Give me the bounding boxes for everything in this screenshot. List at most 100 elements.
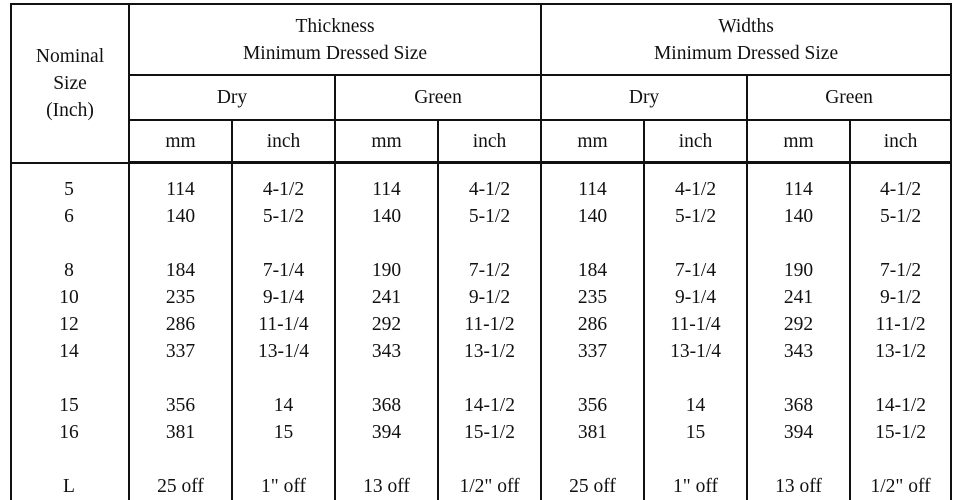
size-cell: 11-1/2: [438, 311, 541, 338]
nominal-size-header-line-2: Size: [12, 70, 128, 97]
size-cell: 14: [644, 365, 747, 419]
size-cell: 140: [541, 203, 644, 230]
nominal-size-cell: 10: [11, 284, 129, 311]
size-cell: 1" off: [644, 446, 747, 500]
widths-dry-header: Dry: [541, 75, 747, 120]
size-cell: 5-1/2: [438, 203, 541, 230]
widths-header-title: Widths: [542, 13, 950, 40]
unit-header-inch: inch: [232, 120, 335, 163]
unit-header-inch: inch: [644, 120, 747, 163]
nominal-size-cell: 6: [11, 203, 129, 230]
unit-header-mm: mm: [747, 120, 850, 163]
size-cell: 114: [129, 163, 232, 204]
widths-header: Widths Minimum Dressed Size: [541, 4, 951, 75]
size-cell: 1/2" off: [438, 446, 541, 500]
size-cell: 4-1/2: [850, 163, 951, 204]
size-cell: 13-1/2: [850, 338, 951, 365]
size-cell: 114: [335, 163, 438, 204]
unit-header-mm: mm: [335, 120, 438, 163]
unit-header-inch: inch: [438, 120, 541, 163]
size-cell: 241: [747, 284, 850, 311]
size-cell: 13-1/4: [232, 338, 335, 365]
size-cell: 7-1/2: [438, 230, 541, 284]
nominal-size-cell: L: [11, 446, 129, 500]
nominal-size-cell: 16: [11, 419, 129, 446]
size-cell: 4-1/2: [644, 163, 747, 204]
size-cell: 15: [644, 419, 747, 446]
size-cell: 13-1/4: [644, 338, 747, 365]
size-cell: 7-1/2: [850, 230, 951, 284]
thickness-header-title: Thickness: [130, 13, 540, 40]
size-cell: 140: [747, 203, 850, 230]
unit-header-mm: mm: [129, 120, 232, 163]
size-cell: 140: [129, 203, 232, 230]
size-cell: 235: [541, 284, 644, 311]
page: { "header": { "nominal": ["Nominal", "Si…: [0, 0, 960, 480]
nominal-size-header: Nominal Size (Inch): [11, 4, 129, 163]
size-cell: 14-1/2: [438, 365, 541, 419]
size-cell: 235: [129, 284, 232, 311]
size-cell: 184: [129, 230, 232, 284]
size-cell: 25 off: [541, 446, 644, 500]
size-cell: 13-1/2: [438, 338, 541, 365]
size-cell: 337: [541, 338, 644, 365]
size-cell: 1/2" off: [850, 446, 951, 500]
size-cell: 381: [541, 419, 644, 446]
widths-header-subtitle: Minimum Dressed Size: [542, 40, 950, 67]
size-cell: 286: [541, 311, 644, 338]
size-cell: 292: [335, 311, 438, 338]
nominal-size-cell: 8: [11, 230, 129, 284]
size-cell: 15-1/2: [850, 419, 951, 446]
size-cell: 337: [129, 338, 232, 365]
size-cell: 356: [541, 365, 644, 419]
size-cell: 11-1/4: [232, 311, 335, 338]
widths-green-header: Green: [747, 75, 951, 120]
thickness-dry-header: Dry: [129, 75, 335, 120]
size-cell: 14: [232, 365, 335, 419]
nominal-size-header-line-3: (Inch): [12, 97, 128, 124]
size-cell: 7-1/4: [232, 230, 335, 284]
size-cell: 13 off: [747, 446, 850, 500]
size-cell: 368: [335, 365, 438, 419]
nominal-size-cell: 5: [11, 163, 129, 204]
dressed-size-table: Nominal Size (Inch) Thickness Minimum Dr…: [10, 3, 952, 500]
size-cell: 11-1/4: [644, 311, 747, 338]
size-cell: 4-1/2: [232, 163, 335, 204]
size-cell: 190: [335, 230, 438, 284]
size-cell: 343: [747, 338, 850, 365]
size-cell: 15: [232, 419, 335, 446]
thickness-header-subtitle: Minimum Dressed Size: [130, 40, 540, 67]
size-cell: 343: [335, 338, 438, 365]
size-cell: 190: [747, 230, 850, 284]
unit-header-mm: mm: [541, 120, 644, 163]
nominal-size-cell: 12: [11, 311, 129, 338]
size-cell: 5-1/2: [232, 203, 335, 230]
size-cell: 381: [129, 419, 232, 446]
size-cell: 25 off: [129, 446, 232, 500]
size-cell: 368: [747, 365, 850, 419]
nominal-size-header-line-1: Nominal: [12, 43, 128, 70]
nominal-size-cell: 15: [11, 365, 129, 419]
thickness-header: Thickness Minimum Dressed Size: [129, 4, 541, 75]
size-cell: 140: [335, 203, 438, 230]
size-cell: 114: [541, 163, 644, 204]
size-cell: 9-1/4: [232, 284, 335, 311]
size-cell: 241: [335, 284, 438, 311]
size-cell: 1" off: [232, 446, 335, 500]
size-cell: 9-1/2: [850, 284, 951, 311]
size-cell: 7-1/4: [644, 230, 747, 284]
size-cell: 184: [541, 230, 644, 284]
size-cell: 286: [129, 311, 232, 338]
size-cell: 9-1/4: [644, 284, 747, 311]
size-cell: 14-1/2: [850, 365, 951, 419]
size-cell: 4-1/2: [438, 163, 541, 204]
